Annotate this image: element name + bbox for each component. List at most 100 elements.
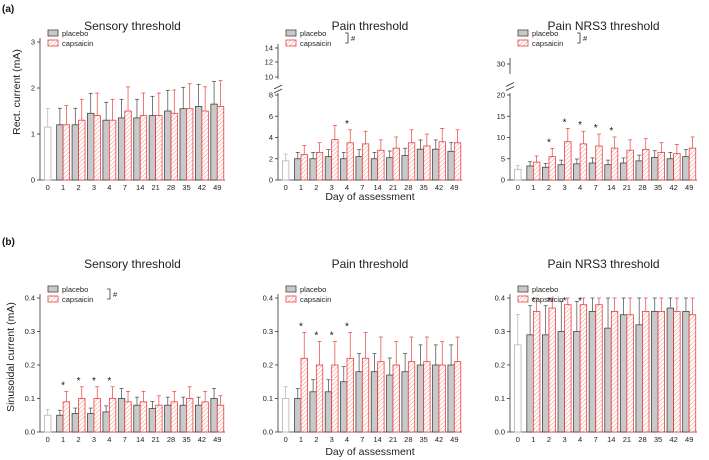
- bar-capsaicin: [78, 119, 86, 181]
- bar-placebo: [557, 331, 565, 433]
- x-tick-label: 35: [654, 435, 662, 444]
- bar-capsaicin: [377, 361, 385, 433]
- y-tick-label: 6: [269, 112, 273, 121]
- significance-star: *: [547, 296, 551, 307]
- x-tick-label: 49: [213, 435, 221, 444]
- x-tick-label: 49: [685, 183, 693, 192]
- y-tick-label: 0.0: [495, 428, 505, 437]
- bar-placebo: [309, 158, 317, 181]
- significance-star: *: [77, 376, 81, 387]
- y-axis-label-a: Rect. current (mA): [11, 49, 23, 135]
- x-tick-label: 14: [607, 183, 615, 192]
- bar-capsaicin: [216, 404, 225, 433]
- y-tick-label: 30: [497, 60, 505, 69]
- bar-placebo: [324, 156, 333, 181]
- bar-capsaicin: [170, 401, 178, 433]
- x-tick-label: 28: [167, 183, 175, 192]
- bar-baseline: [44, 414, 52, 433]
- bar-placebo: [635, 324, 643, 433]
- x-tick-label: 0: [284, 435, 288, 444]
- bar-capsaicin: [170, 112, 178, 181]
- y-tick-label: 0.3: [263, 327, 273, 336]
- bar-capsaicin: [657, 151, 665, 181]
- x-tick-label: 28: [167, 435, 175, 444]
- chart-title: Pain threshold: [332, 257, 409, 271]
- bar-placebo: [117, 398, 126, 433]
- y-tick-label: 0.2: [495, 361, 505, 370]
- bar-capsaicin: [688, 147, 697, 181]
- legend-swatch-placebo: [47, 285, 59, 293]
- bar-placebo: [682, 310, 690, 433]
- bar-placebo: [194, 106, 203, 181]
- bar-capsaicin: [548, 156, 556, 181]
- bar-capsaicin: [642, 148, 650, 181]
- bar-placebo: [432, 364, 440, 433]
- x-tick-label: 0: [46, 435, 50, 444]
- bar-placebo: [179, 404, 187, 433]
- y-tick-label: 0.4: [25, 294, 35, 303]
- bar-capsaicin: [532, 161, 541, 181]
- bar-capsaicin: [626, 149, 634, 181]
- bar-placebo: [87, 112, 95, 181]
- y-tick-label: 0.2: [25, 361, 35, 370]
- bar-capsaicin: [673, 310, 681, 433]
- bar-capsaicin: [62, 124, 70, 181]
- y-tick-label: 0.4: [263, 294, 273, 303]
- y-tick-label: 8: [269, 91, 273, 100]
- x-tick-label: 35: [182, 183, 190, 192]
- legend-label-placebo: placebo: [532, 285, 558, 294]
- x-tick-label: 0: [46, 183, 50, 192]
- bar-capsaicin: [361, 357, 370, 433]
- bar-capsaicin: [626, 314, 634, 433]
- bar-placebo: [604, 327, 612, 433]
- y-tick-label: 4: [269, 133, 273, 142]
- bar-placebo: [102, 411, 110, 433]
- bar-placebo: [386, 374, 394, 433]
- bar-placebo: [573, 331, 581, 433]
- bar-capsaicin: [155, 115, 163, 181]
- bar-placebo: [210, 398, 218, 433]
- legend-swatch-capsaicin: [47, 295, 59, 303]
- bar-placebo: [588, 310, 597, 433]
- chart-title: Pain NRS3 threshold: [547, 19, 659, 33]
- y-tick-label: 3: [31, 38, 35, 47]
- chart-3: Pain NRS3 threshold 0 5 10 15 20 30 0 1 2 * 3 * 4 * 7 * 1…: [497, 19, 697, 192]
- bar-placebo: [294, 398, 302, 433]
- legend-label-placebo: placebo: [300, 285, 326, 294]
- x-tick-label: 28: [404, 183, 412, 192]
- x-tick-label: 3: [330, 183, 334, 192]
- legend-label-capsaicin: capsaicin: [300, 295, 331, 304]
- legend-bracket: [577, 32, 581, 44]
- bar-placebo: [573, 163, 581, 181]
- bar-placebo: [651, 157, 659, 181]
- bar-capsaicin: [361, 143, 370, 181]
- bar-capsaicin: [315, 151, 324, 181]
- chart-6: Pain NRS3 threshold 0.0 0.1 0.2 0.3 0.4 0 1 * 2 * 3…: [495, 257, 697, 444]
- legend-swatch-capsaicin: [285, 295, 297, 303]
- bar-placebo: [682, 156, 690, 181]
- legend-bracket: [107, 288, 111, 300]
- x-tick-label: 1: [531, 183, 535, 192]
- bar-capsaicin: [62, 401, 70, 433]
- x-tick-label: 1: [61, 435, 65, 444]
- y-axis-label-b: Sinusoidal current (mA): [5, 302, 17, 412]
- bar-placebo: [309, 391, 317, 433]
- x-tick-label: 4: [578, 435, 582, 444]
- bar-placebo: [447, 364, 455, 433]
- y-tick-label: 0: [501, 176, 505, 185]
- bar-placebo: [416, 148, 425, 181]
- bar-placebo: [164, 404, 172, 433]
- significance-star: *: [563, 117, 567, 128]
- bar-capsaicin: [108, 119, 117, 181]
- bar-capsaicin: [579, 143, 588, 181]
- x-tick-label: 14: [136, 435, 144, 444]
- x-tick-label: 35: [419, 435, 427, 444]
- legend-swatch-placebo: [47, 29, 59, 37]
- bar-capsaicin: [673, 153, 681, 181]
- y-tick-label: 0.0: [263, 428, 273, 437]
- bar-placebo: [210, 103, 218, 181]
- bar-capsaicin: [407, 142, 416, 181]
- significance-star: *: [314, 331, 318, 342]
